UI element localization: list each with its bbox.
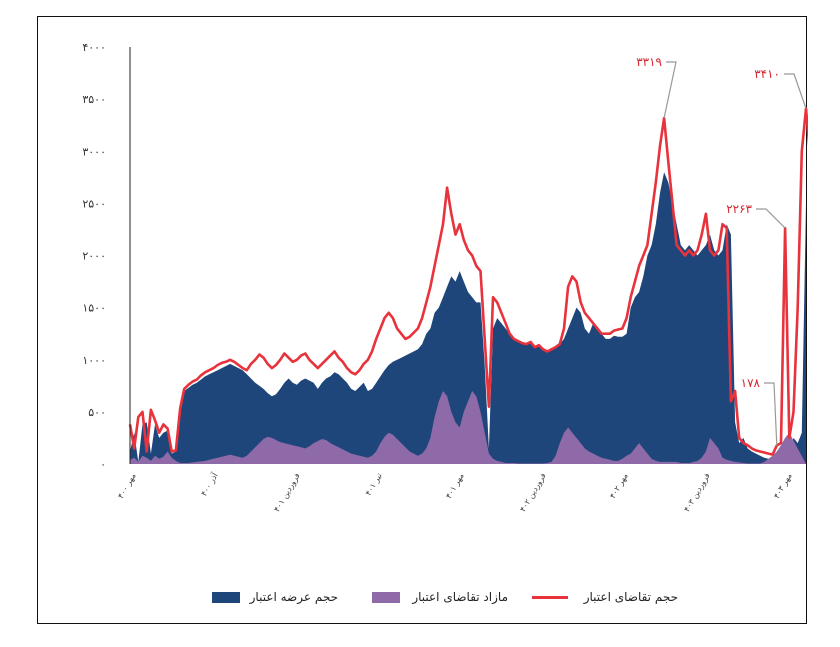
y-axis: ۰ ۵۰۰ ۱۰۰۰ ۱۵۰۰ ۲۰۰۰ ۲۵۰۰ ۳۰۰۰ ۳۵۰۰ ۴۰۰۰ [82, 41, 131, 471]
annotation-label: ۳۳۱۹ [636, 55, 662, 69]
y-tick-label: ۱۵۰۰ [82, 302, 106, 315]
x-tick-label: ۴۰۱ مهر [444, 472, 466, 501]
y-tick-label: ۲۵۰۰ [82, 197, 106, 210]
x-tick-label: ۴۰۳ مهر [772, 472, 794, 501]
y-tick-label: ۲۰۰۰ [82, 250, 106, 263]
chart-svg: ۰ ۵۰۰ ۱۰۰۰ ۱۵۰۰ ۲۰۰۰ ۲۵۰۰ ۳۰۰۰ ۳۵۰۰ ۴۰۰۰ ۴۰۰ مهر… [82, 41, 808, 605]
x-tick-label: ۴۰۱ فروردین [272, 471, 302, 513]
annotation-leader-line [764, 382, 778, 446]
y-tick-label: ۵۰۰ [88, 406, 106, 419]
annotation-label: ۲۲۶۳ [726, 202, 752, 216]
legend-swatch-demand [532, 596, 568, 599]
legend-label-excess: مازاد تقاضای اعتبار [411, 590, 508, 605]
annotation-leader-line [756, 208, 786, 229]
x-tick-label: ۴۰۲ مهر [608, 472, 630, 501]
series-excess-area [130, 391, 806, 464]
series-supply-area [130, 172, 806, 464]
y-tick-label: ۳۵۰۰ [82, 93, 106, 106]
legend-label-demand: حجم تقاضای اعتبار [583, 590, 678, 605]
series-demand-line [128, 107, 808, 456]
x-axis: ۴۰۰ مهر ۴۰۰ آذر ۴۰۱ فروردین ۴۰۱ تیر ۴۰۱ مهر ۴… [116, 470, 794, 513]
y-tick-label: ۱۰۰۰ [82, 354, 106, 367]
plot-area [128, 107, 808, 464]
x-tick-label: ۴۰۲ فروردین [518, 471, 548, 513]
chart-frame: ۰ ۵۰۰ ۱۰۰۰ ۱۵۰۰ ۲۰۰۰ ۲۵۰۰ ۳۰۰۰ ۳۵۰۰ ۴۰۰۰ ۴۰۰ مهر… [37, 16, 808, 624]
legend-swatch-excess [372, 592, 400, 603]
annotation-leader-line [784, 73, 807, 109]
legend: حجم عرضه اعتبار مازاد تقاضای اعتبار حجم … [212, 590, 678, 605]
x-tick-label: ۴۰۰ مهر [116, 472, 138, 501]
x-tick-label: ۴۰۱ تیر [364, 472, 384, 498]
y-tick-label: ۳۰۰۰ [82, 145, 106, 158]
annotation-label: ۳۴۱۰ [754, 67, 780, 81]
legend-swatch-supply [212, 592, 240, 603]
legend-label-supply: حجم عرضه اعتبار [249, 590, 338, 605]
y-tick-label: ۰ [100, 458, 106, 471]
x-tick-label: ۴۰۳ فروردین [682, 471, 712, 513]
y-tick-label: ۴۰۰۰ [82, 41, 106, 54]
annotation-leader-line [663, 61, 677, 119]
annotations: ۳۳۱۹ ۳۴۱۰ ۲۲۶۳ ۱۷۸ [636, 55, 807, 446]
x-tick-label: ۴۰۰ آذر [199, 470, 221, 497]
annotation-label: ۱۷۸ [741, 376, 761, 390]
